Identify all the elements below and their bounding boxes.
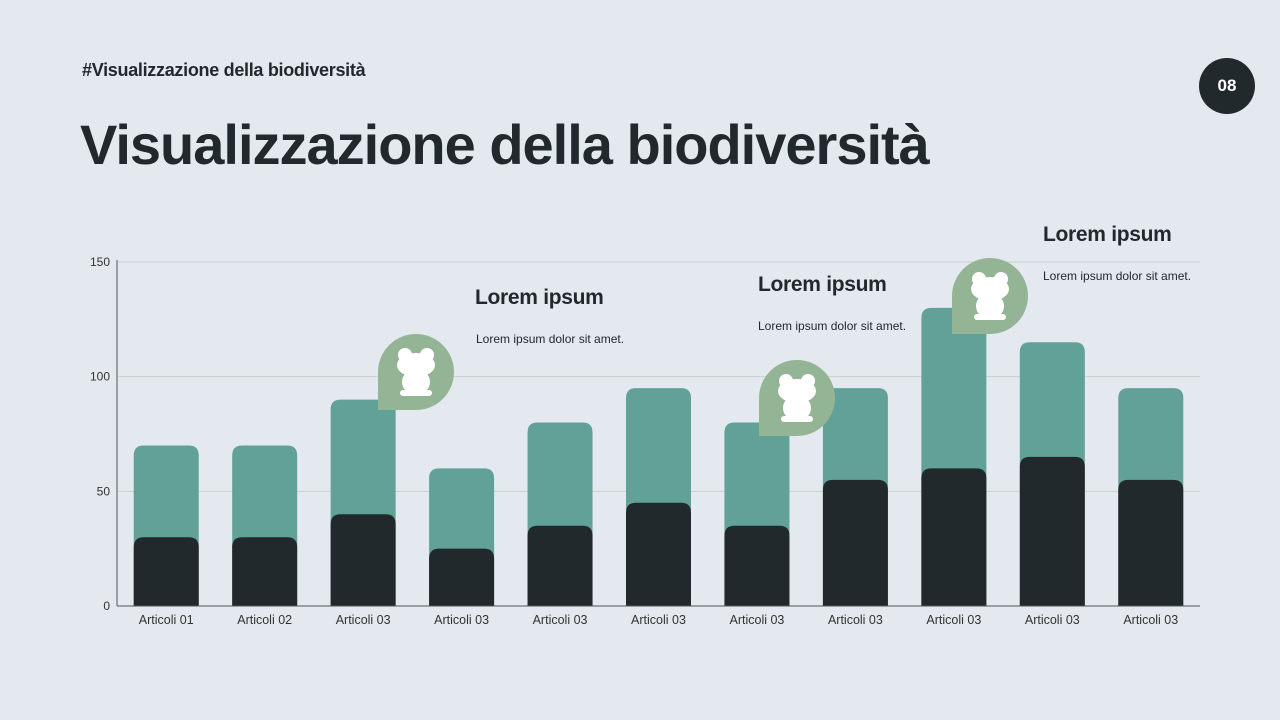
bar-dark — [429, 548, 495, 606]
callout-body: Lorem ipsum dolor sit amet. — [1043, 269, 1192, 283]
callout-heading: Lorem ipsum — [1043, 223, 1172, 246]
x-tick-label: Articoli 03 — [926, 613, 981, 627]
frog-icon — [971, 272, 1009, 320]
frog-icon — [778, 374, 816, 422]
callout-body: Lorem ipsum dolor sit amet. — [758, 319, 907, 333]
bar-dark — [330, 514, 396, 606]
x-tick-label: Articoli 03 — [1025, 613, 1080, 627]
x-tick-label: Articoli 01 — [139, 613, 194, 627]
page-number-badge: 08 — [1199, 58, 1255, 114]
bar-dark — [921, 468, 987, 606]
x-tick-label: Articoli 03 — [828, 613, 883, 627]
y-tick-label: 150 — [90, 255, 110, 269]
x-tick-label: Articoli 03 — [730, 613, 785, 627]
page-title: Visualizzazione della biodiversità — [80, 113, 930, 176]
bar-dark — [626, 502, 691, 606]
bar-dark — [133, 537, 199, 606]
bar-dark — [1118, 479, 1184, 606]
bar-dark — [724, 525, 790, 606]
y-tick-label: 50 — [97, 484, 111, 498]
y-tick-label: 100 — [90, 370, 110, 384]
callout-icon-bubble — [759, 360, 835, 436]
x-tick-label: Articoli 03 — [631, 613, 686, 627]
x-tick-label: Articoli 03 — [336, 613, 391, 627]
callout-heading: Lorem ipsum — [475, 286, 604, 309]
bar-dark — [822, 479, 888, 606]
bar-dark — [232, 537, 298, 606]
y-tick-label: 0 — [103, 599, 110, 613]
callout-heading: Lorem ipsum — [758, 273, 887, 296]
x-tick-label: Articoli 02 — [237, 613, 292, 627]
x-tick-label: Articoli 03 — [434, 613, 489, 627]
bar-dark — [1019, 456, 1085, 606]
bar-dark — [527, 525, 593, 606]
x-tick-label: Articoli 03 — [1123, 613, 1178, 627]
frog-icon — [397, 348, 435, 396]
hashtag-label: #Visualizzazione della biodiversità — [82, 60, 366, 80]
callout-icon-bubble — [378, 334, 454, 410]
callout-icon-bubble — [952, 258, 1028, 334]
callout-body: Lorem ipsum dolor sit amet. — [476, 332, 625, 346]
x-tick-label: Articoli 03 — [533, 613, 588, 627]
